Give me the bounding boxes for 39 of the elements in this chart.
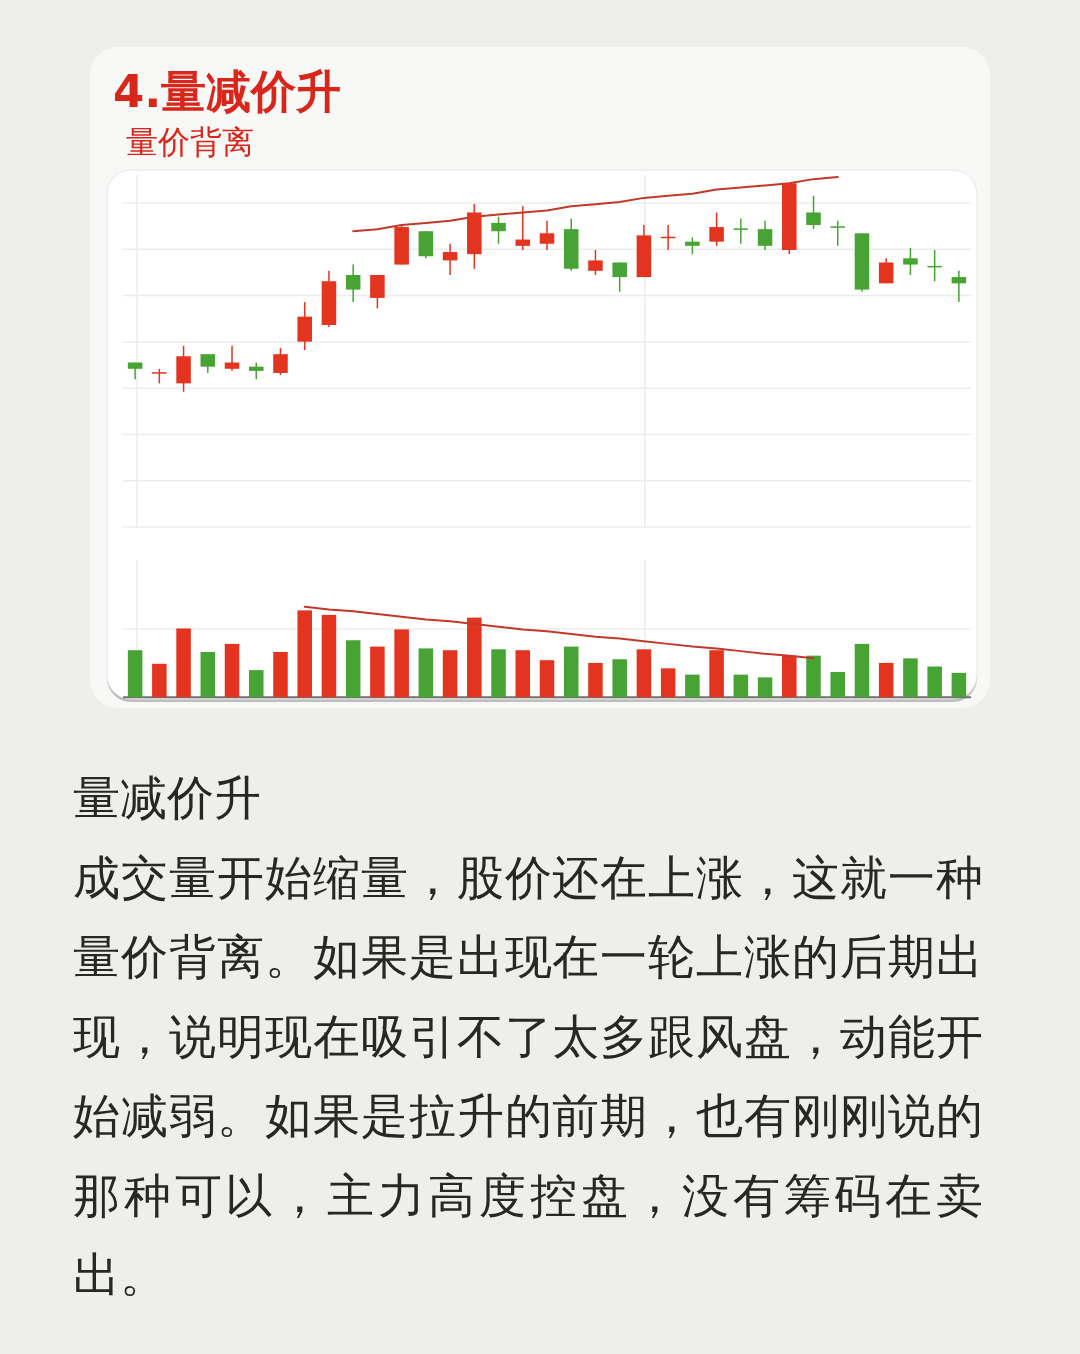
bar — [345, 640, 361, 698]
bar — [224, 643, 240, 698]
bar — [515, 650, 531, 698]
bar — [951, 672, 967, 698]
bar — [297, 610, 312, 698]
bar — [563, 646, 579, 698]
bar — [927, 666, 942, 698]
bar — [854, 643, 870, 698]
bar — [830, 671, 846, 698]
bar — [127, 650, 143, 698]
bar — [273, 652, 288, 698]
bar — [878, 662, 894, 698]
bar — [733, 674, 749, 698]
bar — [176, 628, 191, 698]
bar — [612, 659, 627, 698]
bar — [248, 670, 264, 698]
bar — [660, 668, 676, 698]
bar — [539, 660, 555, 698]
bar — [418, 648, 434, 698]
bar — [442, 650, 458, 698]
bar — [757, 677, 773, 698]
bar — [152, 663, 167, 698]
bar — [806, 655, 821, 698]
text: 成交量开始缩量，股价还在上涨，这就一种量价背离。如果是出现在一轮上涨的后期出现，说明现在吸引不了太多跟风盘，动能开始减弱。如果是拉升的前期，也有刚刚说的那种可以，主力高度控盘，没有筹码在卖出。 — [73, 848, 983, 1304]
bar — [636, 649, 652, 698]
bar — [782, 655, 797, 698]
bar — [394, 629, 409, 698]
bar — [709, 650, 724, 698]
bar — [321, 614, 337, 698]
chart-title: 4.量减价升 — [113, 65, 342, 118]
bar — [491, 649, 506, 698]
bar — [685, 674, 700, 698]
bar — [370, 646, 385, 698]
chart-subtitle: 量价背离 — [126, 123, 254, 161]
bar — [200, 652, 216, 698]
text: 量减价升 — [73, 769, 262, 827]
bar — [588, 662, 603, 698]
bar — [467, 617, 482, 698]
bar — [903, 658, 918, 698]
